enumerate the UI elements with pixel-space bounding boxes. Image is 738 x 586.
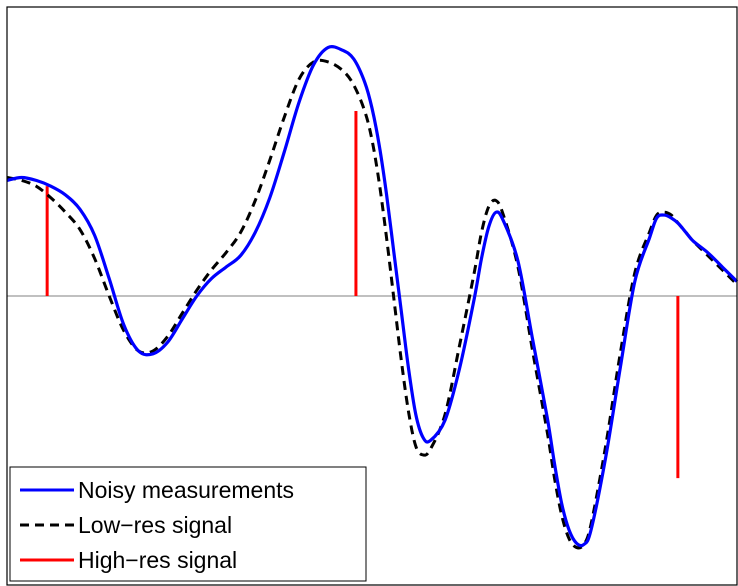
noisy-measurements-line — [6, 45, 738, 548]
legend-label-lowres: Low−res signal — [78, 512, 232, 538]
legend-label-highres: High−res signal — [78, 547, 237, 573]
legend: Noisy measurements Low−res signal High−r… — [9, 466, 367, 582]
series-layer — [6, 45, 738, 550]
legend-label-noisy: Noisy measurements — [78, 477, 294, 503]
lowres-signal-line — [6, 58, 738, 550]
plot-frame — [6, 6, 738, 586]
